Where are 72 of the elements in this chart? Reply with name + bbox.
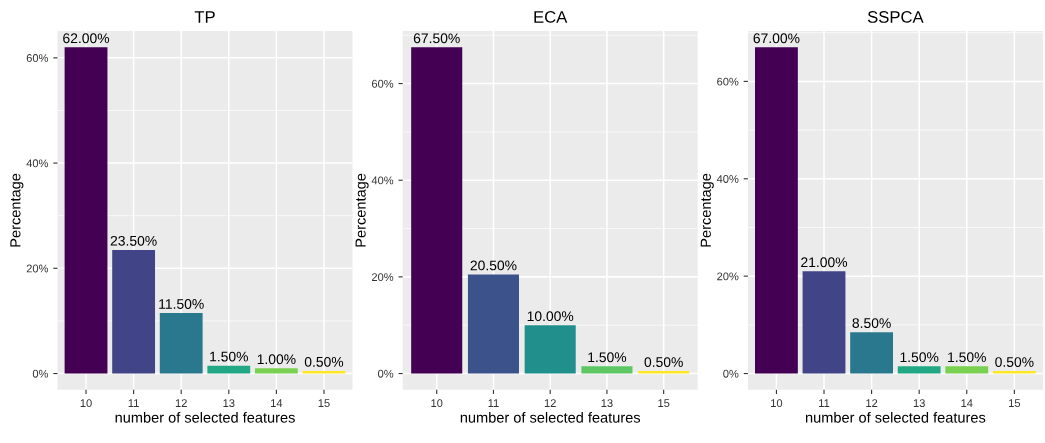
y-tick-label: 60% — [717, 77, 739, 86]
data-label: 67.50% — [413, 33, 460, 44]
bar — [802, 271, 846, 374]
data-label: 1.50% — [210, 351, 248, 362]
bar — [64, 47, 108, 374]
bar — [411, 47, 463, 374]
y-tick-label: 20% — [717, 272, 739, 281]
bar — [945, 366, 989, 374]
x-tick-label: 10 — [431, 399, 443, 408]
data-label: 1.50% — [588, 352, 627, 363]
x-axis-title: number of selected features — [805, 412, 986, 423]
y-tick-label: 20% — [371, 273, 394, 282]
x-axis-title: number of selected features — [460, 412, 641, 423]
y-axis-title: Percentage — [700, 173, 714, 247]
bar — [302, 370, 346, 374]
data-label: 0.50% — [304, 356, 344, 367]
data-label: 1.50% — [948, 352, 986, 363]
bar — [159, 313, 203, 374]
y-tick-label: 20% — [26, 264, 49, 273]
x-tick-label: 12 — [175, 399, 187, 407]
bar — [638, 371, 690, 374]
data-label: 8.50% — [852, 318, 891, 329]
x-tick-label: 13 — [913, 399, 925, 408]
data-label: 21.00% — [801, 257, 848, 268]
bar — [254, 368, 298, 374]
y-axis-title: Percentage — [10, 173, 24, 247]
bar — [467, 274, 519, 374]
data-label: 0.50% — [644, 357, 683, 367]
data-label: 1.50% — [900, 352, 939, 363]
bar — [524, 325, 576, 374]
bar — [207, 365, 251, 374]
data-label: 62.00% — [63, 33, 110, 44]
x-tick-label: 14 — [271, 399, 283, 407]
x-axis-title: number of selected features — [115, 412, 295, 423]
data-label: 11.50% — [159, 299, 204, 309]
bar — [581, 366, 633, 374]
y-tick-label: 40% — [716, 175, 739, 183]
y-tick-label: 40% — [26, 159, 49, 168]
y-tick-label: 0% — [378, 369, 394, 378]
x-tick-label: 15 — [658, 399, 670, 408]
data-label: 67.00% — [753, 33, 800, 44]
y-tick-label: 40% — [371, 176, 394, 185]
data-label: 20.50% — [470, 260, 517, 271]
y-tick-label: 0% — [723, 369, 739, 378]
bar — [992, 371, 1036, 374]
data-label: 0.50% — [995, 357, 1034, 367]
x-tick-label: 13 — [223, 399, 235, 408]
bar — [850, 332, 894, 374]
x-tick-label: 15 — [318, 399, 330, 408]
chart-title: SSPCA — [867, 11, 924, 23]
bar — [897, 366, 941, 374]
y-tick-label: 60% — [371, 79, 394, 88]
bar — [755, 47, 798, 374]
y-axis-title: Percentage — [355, 173, 369, 247]
x-tick-label: 13 — [601, 399, 613, 408]
chart-title: ECA — [534, 11, 568, 23]
x-tick-label: 15 — [1009, 399, 1021, 408]
x-tick-label: 12 — [866, 399, 878, 407]
bar — [112, 249, 156, 374]
data-label: 1.00% — [257, 354, 296, 365]
x-tick-label: 11 — [488, 399, 499, 407]
x-tick-label: 10 — [771, 399, 783, 408]
x-tick-label: 14 — [961, 399, 973, 407]
x-tick-label: 12 — [544, 399, 556, 407]
chart-title: TP — [194, 11, 215, 23]
data-label: 10.00% — [527, 311, 574, 322]
y-tick-label: 60% — [26, 54, 49, 62]
y-tick-label: 0% — [32, 369, 49, 378]
x-tick-label: 10 — [80, 399, 92, 408]
x-tick-label: 11 — [128, 399, 139, 407]
x-tick-label: 11 — [819, 399, 830, 407]
data-label: 23.50% — [110, 235, 157, 246]
